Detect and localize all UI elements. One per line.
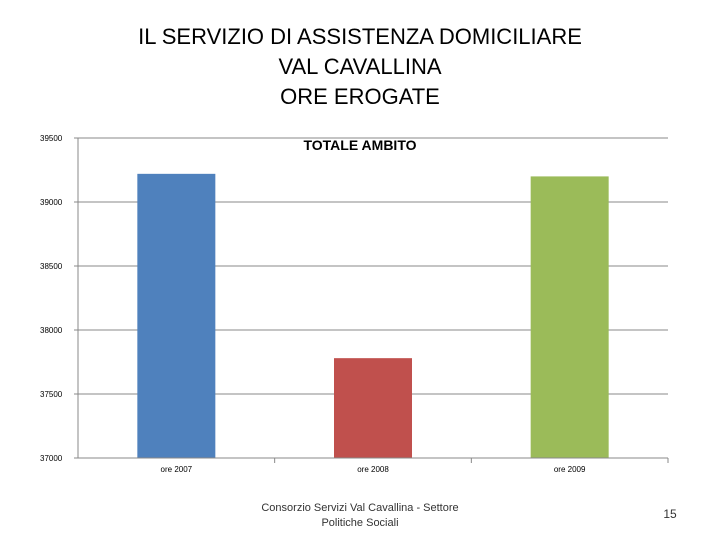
slide-title-line-1: IL SERVIZIO DI ASSISTENZA DOMICILIARE [138,24,582,49]
y-tick-label: 38500 [40,262,63,271]
x-tick-label: ore 2009 [554,465,586,474]
slide-title: IL SERVIZIO DI ASSISTENZA DOMICILIARE VA… [60,22,660,112]
bar-ore-2007 [137,173,216,458]
y-tick-label: 39500 [40,134,63,143]
y-tick-label: 38000 [40,326,63,335]
y-tick-label: 37500 [40,390,63,399]
x-tick-label: ore 2007 [161,465,193,474]
footer-text: Consorzio Servizi Val Cavallina - Settor… [261,502,459,529]
chart-title: TOTALE AMBITO [303,137,416,153]
x-tick-label: ore 2008 [357,465,389,474]
y-tick-label: 37000 [40,454,63,463]
y-tick-label: 39000 [40,198,63,207]
slide-title-line-2: VAL CAVALLINA [278,54,442,79]
y-axis-ticks: 37000 37500 38000 38500 39000 39500 [40,134,63,463]
slide-title-line-3: ORE EROGATE [280,84,440,109]
x-axis-ticks: ore 2007 ore 2008 ore 2009 [161,458,669,474]
page-number: 15 [663,507,677,521]
bar-ore-2009 [530,176,609,458]
bars [137,173,609,458]
bar-ore-2008 [334,358,412,458]
